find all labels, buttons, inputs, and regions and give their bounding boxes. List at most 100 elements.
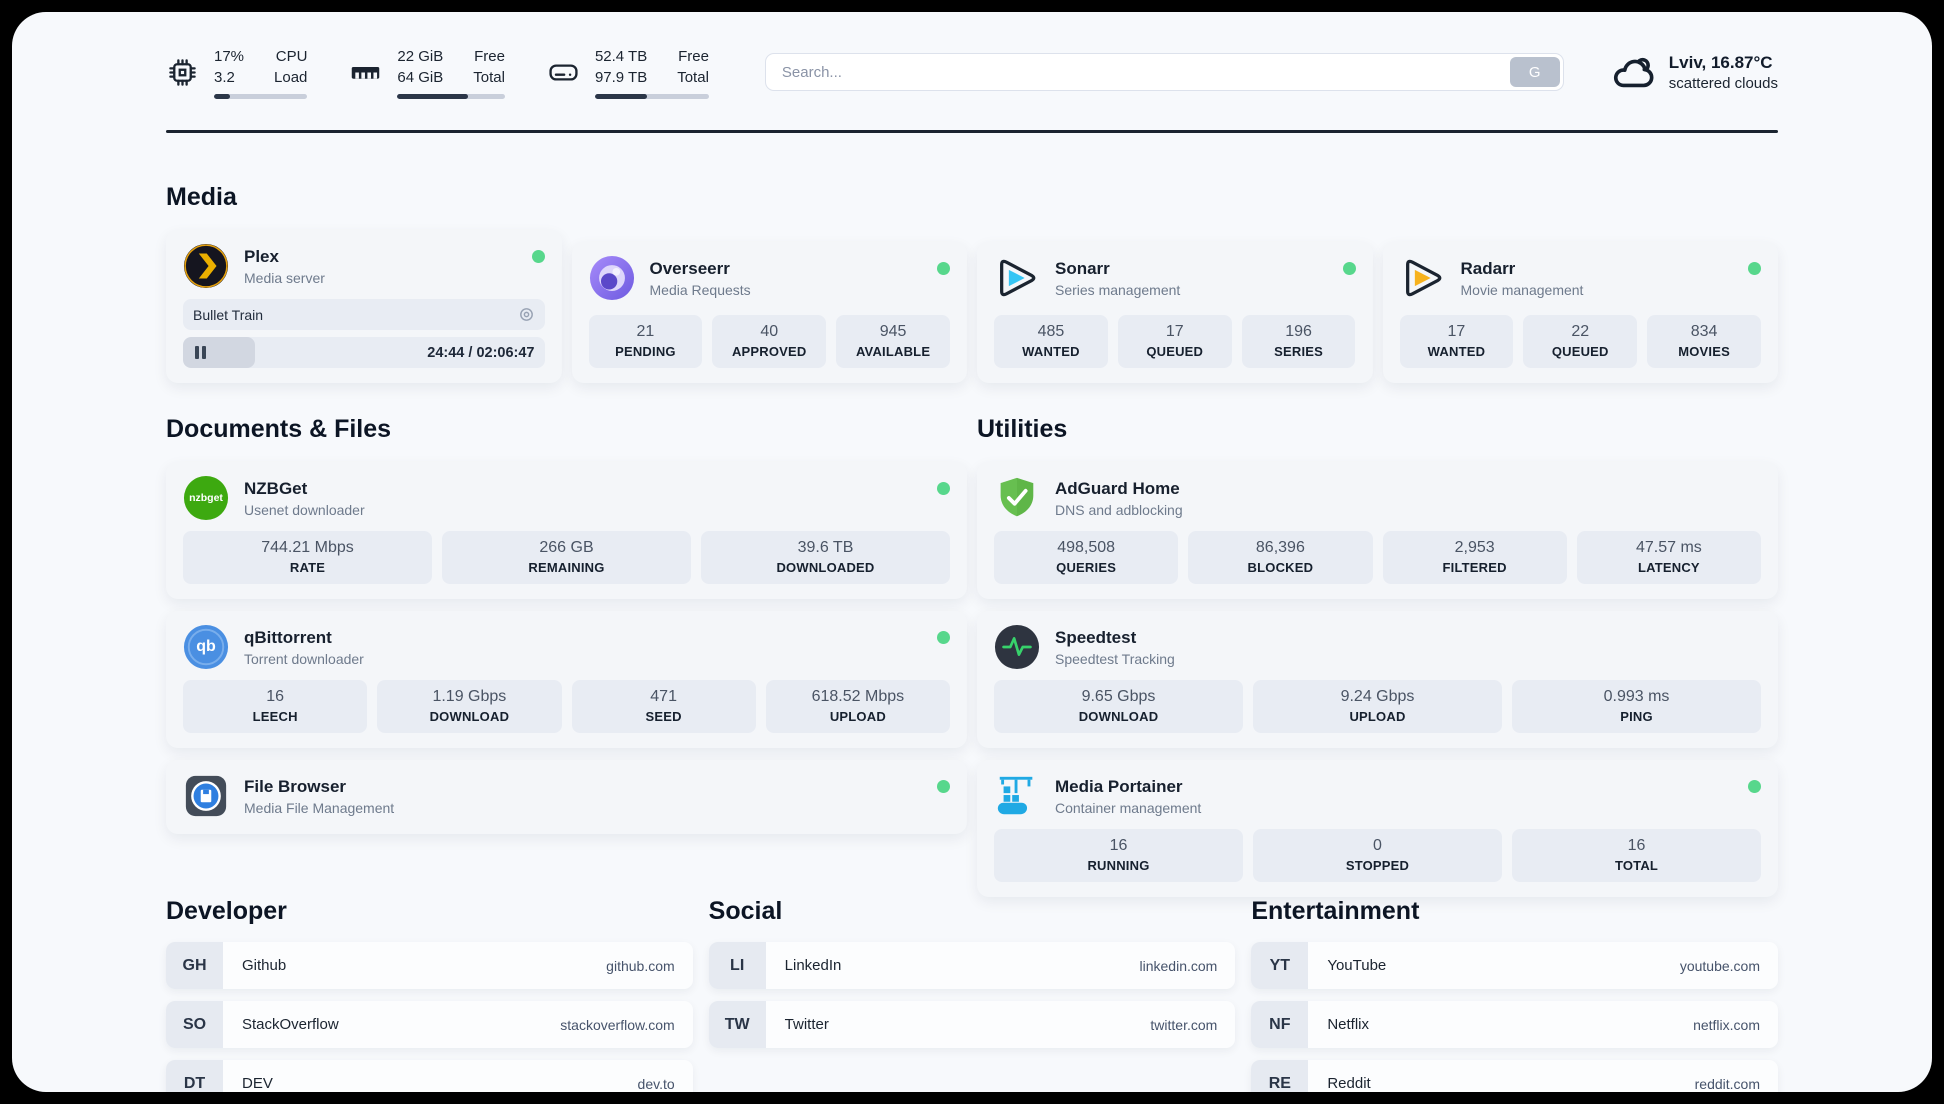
speedtest-icon — [994, 624, 1040, 670]
status-dot — [937, 631, 950, 644]
link-github[interactable]: GH Github github.com — [166, 942, 693, 989]
system-monitor: 17% 3.2 CPU Load — [166, 46, 709, 99]
stat-available: 945 AVAILABLE — [836, 315, 950, 368]
disk-free-value: 52.4 TB — [594, 47, 648, 65]
card-nzbget[interactable]: nzbget NZBGet Usenet downloader 744.21 M… — [166, 462, 967, 599]
card-overseerr[interactable]: Overseerr Media Requests 21 PENDING 40 A… — [571, 242, 967, 383]
stat-filtered: 2,953 FILTERED — [1382, 531, 1567, 584]
status-dot — [1342, 262, 1356, 275]
search-bar: G — [764, 53, 1564, 91]
cloud-icon — [1610, 49, 1656, 95]
card-sonarr[interactable]: Sonarr Series management 485 WANTED 17 Q… — [977, 242, 1373, 383]
stat-queued: 22 QUEUED — [1523, 315, 1638, 368]
disk-monitor: 52.4 TB 97.9 TB Free Total — [547, 46, 709, 99]
stackoverflow-badge: SO — [166, 1001, 223, 1048]
app-name-speedtest: Speedtest — [1055, 627, 1137, 647]
search-engine-button[interactable]: G — [1509, 57, 1560, 87]
app-desc-filebrowser: Media File Management — [244, 799, 395, 816]
disk-icon — [547, 56, 580, 89]
plex-icon — [183, 243, 229, 289]
link-stackoverflow[interactable]: SO StackOverflow stackoverflow.com — [166, 1001, 693, 1048]
link-dev[interactable]: DT DEV dev.to — [166, 1060, 693, 1092]
app-name-qbittorrent: qBittorrent — [244, 627, 332, 647]
card-qbittorrent[interactable]: qb qBittorrent Torrent downloader 16 LEE… — [166, 611, 967, 748]
link-twitter[interactable]: TW Twitter twitter.com — [708, 1001, 1236, 1048]
playback-progress-fill — [183, 337, 256, 368]
cpu-monitor: 17% 3.2 CPU Load — [166, 46, 308, 99]
cpu-load-label: Load — [274, 68, 308, 86]
top-bar: 17% 3.2 CPU Load — [166, 42, 1778, 102]
section-title-media: Media — [166, 183, 237, 211]
stat-latency: 47.57 ms LATENCY — [1576, 531, 1761, 584]
stat-queued: 17 QUEUED — [1117, 315, 1232, 368]
app-desc-portainer: Container management — [1055, 799, 1202, 816]
documents-column: Documents & Files nzbget NZBGet Usenet d… — [166, 383, 967, 834]
nzbget-icon: nzbget — [183, 475, 229, 521]
app-name-overseerr: Overseerr — [649, 258, 730, 278]
reddit-badge: RE — [1251, 1060, 1309, 1092]
card-filebrowser[interactable]: File Browser Media File Management — [166, 760, 967, 834]
app-name-filebrowser: File Browser — [244, 776, 347, 796]
stat-wanted: 17 WANTED — [1399, 315, 1514, 368]
stat-queries: 498,508 QUERIES — [994, 531, 1179, 584]
status-dot — [531, 250, 545, 263]
memory-progress-track — [397, 93, 505, 99]
pause-button[interactable] — [195, 346, 206, 359]
stat-remaining: 266 GB REMAINING — [442, 531, 691, 584]
stat-blocked: 86,396 BLOCKED — [1188, 531, 1373, 584]
card-speedtest[interactable]: Speedtest Speedtest Tracking 9.65 Gbps D… — [977, 611, 1778, 748]
header-divider — [166, 130, 1778, 133]
disk-total-value: 97.9 TB — [594, 68, 648, 86]
link-netflix[interactable]: NF Netflix netflix.com — [1251, 1001, 1778, 1048]
media-cards-row: Plex Media server Bullet Train — [166, 230, 1778, 383]
app-desc-adguard: DNS and adblocking — [1055, 501, 1183, 518]
card-portainer[interactable]: Media Portainer Container management 16 … — [977, 760, 1778, 897]
memory-monitor: 22 GiB 64 GiB Free Total — [349, 46, 505, 99]
stat-pending: 21 PENDING — [588, 315, 703, 368]
app-desc-sonarr: Series management — [1055, 281, 1181, 298]
stat-movies: 834 MOVIES — [1647, 315, 1761, 368]
disk-total-label: Total — [677, 68, 709, 86]
app-desc-qbittorrent: Torrent downloader — [244, 650, 364, 667]
card-radarr[interactable]: Radarr Movie management 17 WANTED 22 QUE… — [1382, 242, 1778, 383]
weather-condition: scattered clouds — [1668, 74, 1778, 92]
app-name-radarr: Radarr — [1460, 258, 1516, 278]
dashboard-page: 17% 3.2 CPU Load — [12, 12, 1932, 1092]
qbittorrent-icon: qb — [183, 624, 229, 670]
app-name-nzbget: NZBGet — [244, 478, 308, 498]
overseerr-icon — [589, 255, 635, 301]
stat-download: 1.19 Gbps DOWNLOAD — [377, 680, 562, 733]
playback-progress-row: 24:44 / 02:06:47 — [183, 337, 545, 368]
link-reddit[interactable]: RE Reddit reddit.com — [1251, 1060, 1778, 1092]
search-input[interactable] — [768, 63, 1510, 81]
memory-free-value: 22 GiB — [397, 47, 444, 65]
app-desc-nzbget: Usenet downloader — [244, 501, 365, 518]
link-linkedin[interactable]: LI LinkedIn linkedin.com — [708, 942, 1236, 989]
app-name-sonarr: Sonarr — [1055, 258, 1110, 278]
app-desc-plex: Media server — [244, 269, 325, 286]
stat-seed: 471 SEED — [571, 680, 756, 733]
now-playing-row: Bullet Train — [183, 299, 545, 330]
session-icon — [518, 306, 535, 323]
developer-column: Developer GH Github github.com SO StackO… — [166, 897, 693, 1092]
section-title-developer: Developer — [166, 897, 287, 925]
link-youtube[interactable]: YT YouTube youtube.com — [1251, 942, 1778, 989]
card-plex[interactable]: Plex Media server Bullet Train — [166, 230, 562, 383]
status-dot — [937, 262, 950, 275]
stat-upload: 618.52 Mbps UPLOAD — [765, 680, 950, 733]
stat-stopped: 0 STOPPED — [1253, 829, 1502, 882]
card-adguard[interactable]: AdGuard Home DNS and adblocking 498,508 … — [977, 462, 1778, 599]
utilities-column: Utilities AdGuard Home — [977, 383, 1778, 897]
status-dot — [1748, 262, 1761, 275]
memory-total-value: 64 GiB — [397, 68, 444, 86]
stat-upload: 9.24 Gbps UPLOAD — [1253, 680, 1502, 733]
app-desc-speedtest: Speedtest Tracking — [1055, 650, 1175, 667]
app-desc-overseerr: Media Requests — [649, 281, 751, 298]
playback-time: 24:44 / 02:06:47 — [427, 344, 535, 361]
memory-total-label: Total — [473, 68, 505, 86]
section-title-utilities: Utilities — [977, 415, 1068, 443]
social-column: Social LI LinkedIn linkedin.com TW Twitt… — [708, 897, 1236, 1048]
sonarr-icon — [994, 255, 1040, 301]
stat-rate: 744.21 Mbps RATE — [183, 531, 432, 584]
stat-wanted: 485 WANTED — [994, 315, 1108, 368]
